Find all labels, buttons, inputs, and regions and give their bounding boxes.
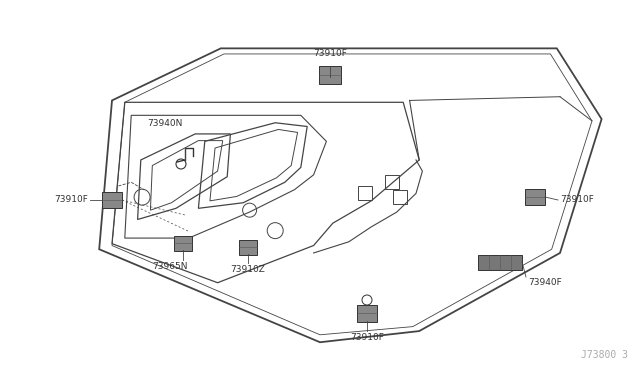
Text: 73940F: 73940F <box>528 278 562 287</box>
Text: 73965N: 73965N <box>152 262 188 271</box>
Text: 73910F: 73910F <box>560 196 594 205</box>
Text: 73940N: 73940N <box>147 119 182 128</box>
Bar <box>357 305 377 321</box>
Bar <box>239 240 257 254</box>
Bar <box>393 190 407 204</box>
Bar <box>358 186 372 201</box>
Text: 73910Z: 73910Z <box>230 265 266 274</box>
Bar <box>478 254 522 269</box>
Text: 73910F: 73910F <box>54 196 88 205</box>
Bar <box>525 189 545 205</box>
Bar <box>174 235 192 250</box>
Bar <box>102 192 122 208</box>
Bar <box>319 66 341 84</box>
Text: 73910F: 73910F <box>313 49 347 58</box>
Text: J73800 3: J73800 3 <box>581 350 628 360</box>
Text: 73910F: 73910F <box>350 333 384 342</box>
Bar <box>385 175 399 189</box>
